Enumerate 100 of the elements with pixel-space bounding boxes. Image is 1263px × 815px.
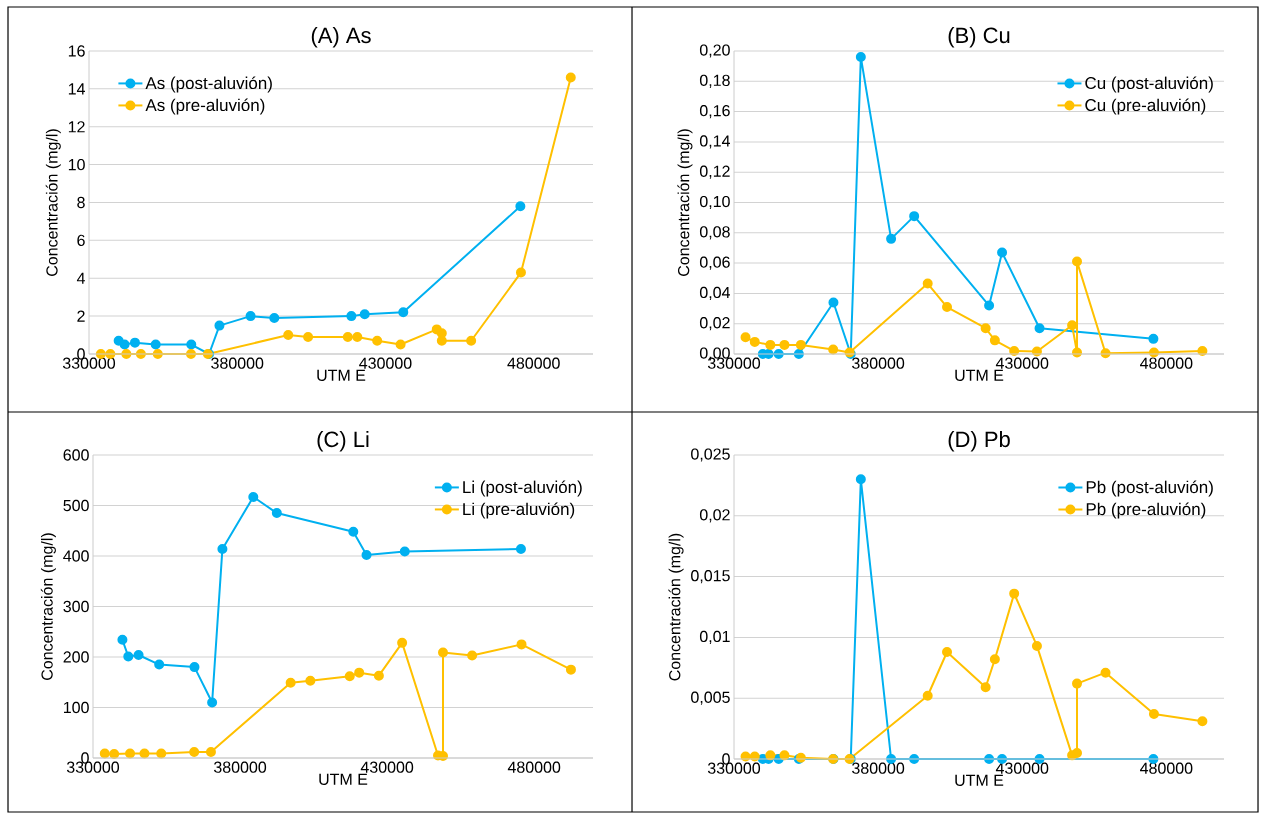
y-tick-label: 4	[76, 272, 85, 284]
point	[942, 302, 953, 313]
point	[1034, 323, 1045, 334]
point	[795, 339, 806, 350]
point	[942, 646, 953, 657]
y-tick-label: 0,10	[699, 195, 730, 210]
y-tick-label: 10	[68, 158, 85, 171]
point	[399, 546, 410, 557]
y-tick-label: 12	[68, 121, 85, 133]
y-tick-label: 0,015	[691, 570, 730, 584]
y-tick-label: 0,12	[699, 165, 730, 179]
point	[189, 662, 200, 673]
y-tick-label: 14	[68, 83, 85, 95]
x-tick-label: 430000	[995, 762, 1049, 774]
point	[1197, 716, 1208, 727]
point	[765, 339, 776, 350]
point	[305, 675, 316, 686]
x-tick-label: 480000	[507, 357, 560, 369]
legend-label: As (post-aluvión)	[145, 76, 272, 93]
point	[205, 746, 216, 757]
point	[467, 650, 478, 661]
point	[123, 651, 134, 662]
y-axis-title: Concentración (mg/l)	[45, 129, 61, 276]
y-tick-label: 0,14	[699, 135, 730, 149]
point	[989, 654, 1000, 665]
y-tick-label: 500	[63, 499, 89, 512]
point	[980, 323, 991, 334]
legend-label: Pb (pre-aluvión)	[1086, 502, 1206, 519]
point	[359, 309, 370, 320]
x-axis-title: UTM E	[319, 773, 368, 785]
point	[466, 335, 477, 346]
point	[207, 697, 218, 708]
y-tick-label: 0,01	[699, 630, 730, 644]
y-tick-label: 8	[77, 196, 85, 209]
point	[248, 491, 259, 502]
point	[269, 313, 280, 324]
point	[189, 746, 200, 757]
point	[1072, 678, 1083, 689]
y-tick-label: 0,02	[699, 509, 730, 523]
point	[150, 339, 161, 350]
point	[346, 311, 357, 322]
x-tick-label: 480000	[1140, 357, 1193, 369]
point	[922, 690, 933, 701]
y-tick-label: 0,18	[699, 74, 730, 88]
point	[565, 72, 576, 83]
y-tick-label: 0,005	[691, 691, 730, 705]
point	[344, 671, 355, 682]
point	[119, 339, 130, 350]
chart-title: (B) Cu	[948, 26, 1010, 48]
point	[395, 339, 406, 350]
y-tick-label: 0,04	[699, 286, 730, 300]
point	[749, 336, 760, 347]
x-tick-label: 380000	[213, 761, 267, 773]
x-tick-label: 430000	[995, 357, 1049, 369]
y-axis-title: Concentración (mg/l)	[668, 533, 684, 681]
point	[779, 339, 790, 350]
point	[438, 647, 448, 658]
point	[828, 344, 839, 355]
point	[125, 748, 136, 759]
legend-label: As (pre-aluvión)	[145, 98, 265, 115]
point	[154, 659, 165, 670]
y-tick-label: 6	[77, 234, 85, 247]
point	[1072, 747, 1083, 758]
x-tick-label: 380000	[852, 357, 905, 369]
point	[373, 670, 384, 681]
point	[515, 267, 526, 278]
y-tick-label: 0,02	[699, 317, 730, 331]
y-tick-label: 300	[63, 600, 89, 613]
point	[285, 677, 296, 688]
point	[565, 664, 576, 675]
point	[1072, 256, 1083, 267]
point	[989, 335, 1000, 346]
point	[372, 335, 383, 346]
chart-title: (A) As	[311, 26, 371, 48]
point	[997, 247, 1008, 258]
point	[214, 320, 225, 331]
point	[354, 667, 365, 678]
point	[398, 307, 409, 318]
y-axis-title: Concentración (mg/l)	[677, 129, 693, 276]
x-axis-title: UTM E	[317, 369, 366, 381]
point	[348, 526, 359, 537]
y-tick-label: 0,06	[699, 256, 730, 270]
point	[909, 211, 920, 222]
y-tick-label: 0,20	[699, 44, 730, 58]
y-tick-label: 400	[63, 550, 89, 562]
y-tick-label: 0,08	[699, 226, 730, 240]
x-tick-label: 480000	[1140, 762, 1193, 774]
chart-title: (D) Pb	[948, 430, 1010, 452]
point	[117, 634, 128, 645]
point	[217, 543, 228, 554]
chart-title: (C) Li	[317, 430, 369, 452]
point	[1148, 333, 1159, 344]
point	[342, 331, 353, 342]
y-tick-label: 600	[63, 449, 89, 461]
point	[361, 549, 372, 560]
point	[245, 311, 256, 322]
point	[156, 748, 167, 759]
point	[397, 637, 408, 648]
y-axis-title: Concentración (mg/l)	[40, 533, 56, 680]
point	[1009, 588, 1020, 599]
